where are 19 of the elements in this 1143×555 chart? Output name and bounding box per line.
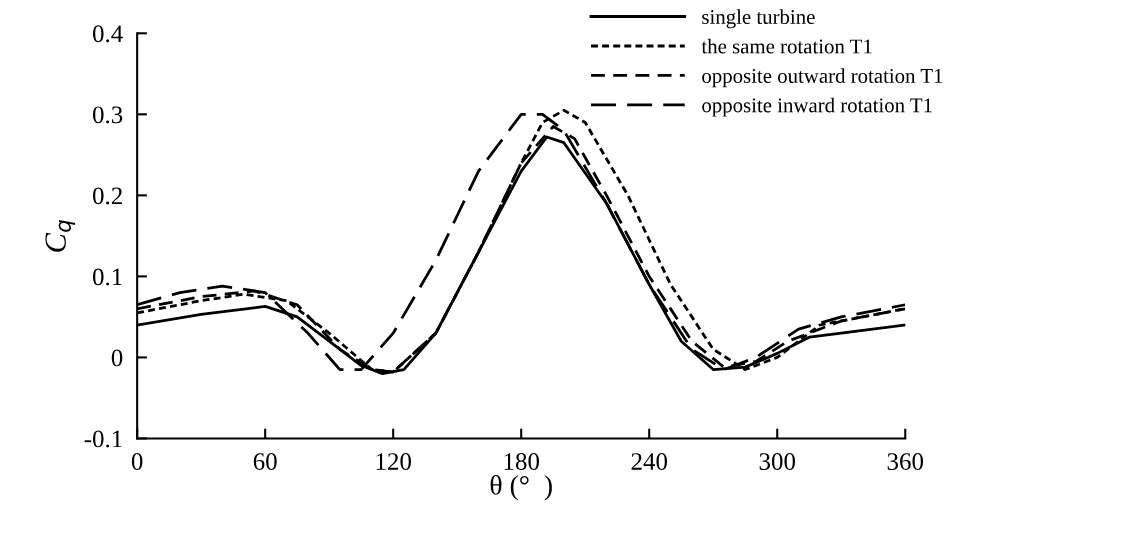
- y-tick-label: 0.1: [92, 268, 122, 286]
- legend-label: opposite outward rotation T1: [702, 68, 943, 88]
- x-tick-label: 120: [376, 453, 411, 470]
- x-axis-title: θ (° ): [490, 475, 552, 501]
- y-tick-label: -0.1: [84, 430, 122, 448]
- x-tick-label: 60: [253, 453, 277, 470]
- x-tick-label: 360: [887, 453, 924, 470]
- x-tick-label: 180: [504, 453, 539, 470]
- x-tick-label: 0: [131, 453, 143, 470]
- y-tick-label: 0: [111, 349, 123, 367]
- legend-label: the same rotation T1: [701, 38, 872, 54]
- y-tick-label: 0.2: [92, 187, 122, 205]
- y-tick-label: 0.3: [92, 106, 123, 124]
- x-tick-label: 300: [759, 453, 796, 470]
- legend-label: opposite inward rotation T1: [702, 97, 932, 117]
- y-axis-title: C$_{q}$: [45, 220, 76, 252]
- x-tick-label: 240: [631, 453, 668, 470]
- legend-label: single turbine: [702, 9, 815, 29]
- y-tick-label: 0.4: [92, 25, 123, 43]
